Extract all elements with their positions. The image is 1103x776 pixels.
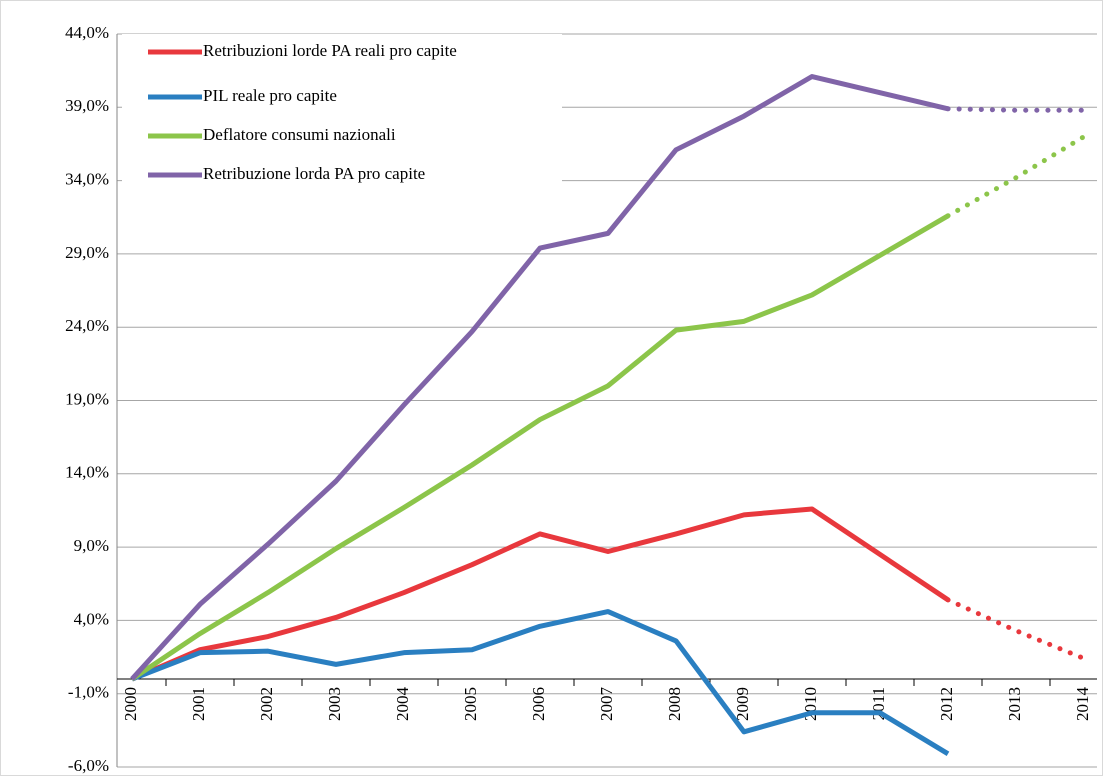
x-tick-label: 2014 [1073, 687, 1092, 722]
legend-label: Retribuzioni lorde PA reali pro capite [203, 41, 457, 60]
series-line [945, 597, 1087, 662]
series-line [131, 609, 950, 756]
series-line [130, 74, 949, 681]
x-tick-label: 2004 [393, 687, 412, 722]
y-tick-label: 14,0% [65, 463, 109, 482]
y-tick-label: -1,0% [68, 683, 109, 702]
y-tick-label: 29,0% [65, 243, 109, 262]
legend-box [122, 34, 562, 184]
x-tick-label: 2007 [597, 687, 616, 722]
x-tick-label: 2013 [1005, 687, 1024, 721]
series-line [945, 106, 1087, 113]
y-tick-label: 19,0% [65, 389, 109, 408]
y-tick-label: 4,0% [74, 609, 109, 628]
x-tick-label: 2009 [733, 687, 752, 721]
x-tick-label: 2003 [325, 687, 344, 721]
x-tick-label: 2006 [529, 687, 548, 721]
x-tick-label: 2008 [665, 687, 684, 721]
series-line [131, 506, 950, 682]
series-line [945, 134, 1087, 219]
series-line [130, 213, 950, 682]
y-tick-label: 34,0% [65, 170, 109, 189]
legend-label: PIL reale pro capite [203, 86, 337, 105]
y-tick-label: 44,0% [65, 23, 109, 42]
y-tick-label: -6,0% [68, 756, 109, 775]
x-tick-label: 2002 [257, 687, 276, 721]
x-tick-label: 2005 [461, 687, 480, 721]
y-tick-label: 9,0% [74, 536, 109, 555]
x-tick-label: 2000 [121, 687, 140, 721]
legend-label: Deflatore consumi nazionali [203, 125, 396, 144]
y-tick-label: 24,0% [65, 316, 109, 335]
x-tick-label: 2001 [189, 687, 208, 721]
y-tick-label: 39,0% [65, 96, 109, 115]
legend-label: Retribuzione lorda PA pro capite [203, 164, 425, 183]
x-tick-label: 2012 [937, 687, 956, 721]
